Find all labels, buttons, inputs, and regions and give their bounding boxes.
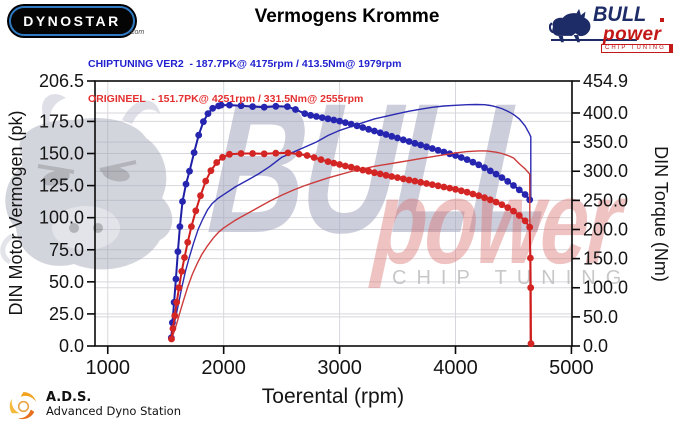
svg-text:3000: 3000 bbox=[317, 357, 362, 379]
svg-text:206.5: 206.5 bbox=[39, 71, 84, 91]
svg-text:100.0: 100.0 bbox=[583, 278, 628, 298]
svg-text:350.0: 350.0 bbox=[583, 132, 628, 152]
left-axis-title: DIN Motor Vermogen (pk) bbox=[6, 110, 26, 315]
bullpower-underline bbox=[551, 39, 637, 41]
svg-text:2000: 2000 bbox=[201, 357, 246, 379]
svg-text:100.0: 100.0 bbox=[39, 208, 84, 228]
axes: 0.0 25.0 50.0 75.0 100.0 125.0 150.0 175.0 206.5… bbox=[39, 71, 628, 379]
svg-text:0.0: 0.0 bbox=[583, 336, 608, 356]
bullpower-logo: BULL power CHIP TUNING bbox=[547, 3, 692, 55]
axis-titles: DIN Motor Vermogen (pk) DIN Torque (Nm) … bbox=[6, 110, 671, 408]
x-axis-title: Toerental (rpm) bbox=[262, 385, 404, 408]
svg-text:150.0: 150.0 bbox=[39, 144, 84, 164]
svg-text:454.9: 454.9 bbox=[583, 71, 628, 91]
bullpower-brand-text: BULL bbox=[593, 3, 647, 26]
curves bbox=[167, 101, 535, 348]
watermark-bull-text: BULL bbox=[203, 66, 556, 272]
ads-abbr: A.D.S. bbox=[46, 390, 92, 405]
bull-icon bbox=[549, 8, 591, 43]
svg-text:50.0: 50.0 bbox=[583, 307, 618, 327]
legend-chiptuning: CHIPTUNING VER2 - 187.7PK@ 4175rpm / 413… bbox=[88, 58, 402, 70]
bullpower-tagline: CHIP TUNING bbox=[601, 44, 673, 53]
svg-text:300.0: 300.0 bbox=[583, 161, 628, 181]
chiptuning-power-pk-line bbox=[170, 103, 532, 339]
svg-text:125.0: 125.0 bbox=[39, 176, 84, 196]
ads-branding: A.D.S. Advanced Dyno Station bbox=[8, 390, 181, 421]
watermark-layer: BULL power CHIP TUNING bbox=[0, 66, 631, 289]
svg-text:200.0: 200.0 bbox=[583, 219, 628, 239]
ads-name: Advanced Dyno Station bbox=[46, 404, 181, 418]
bullpower-sub-text: power bbox=[603, 24, 662, 45]
bull-watermark-image bbox=[0, 94, 173, 270]
svg-text:4000: 4000 bbox=[433, 357, 478, 379]
svg-text:1000: 1000 bbox=[86, 357, 131, 379]
right-axis-title: DIN Torque (Nm) bbox=[651, 146, 671, 282]
dynostar-logo: DYNOSTAR bbox=[9, 6, 135, 36]
svg-text:25.0: 25.0 bbox=[49, 304, 84, 324]
dynostar-logo-suffix: .com bbox=[129, 29, 145, 36]
dynostar-logo-text: DYNOSTAR bbox=[23, 13, 121, 29]
svg-text:50.0: 50.0 bbox=[49, 272, 84, 292]
page-title: Vermogens Kromme bbox=[254, 6, 440, 27]
svg-text:150.0: 150.0 bbox=[583, 249, 628, 269]
svg-text:0.0: 0.0 bbox=[59, 336, 84, 356]
watermark-chip-tuning-text: CHIP TUNING bbox=[392, 267, 631, 289]
svg-text:400.0: 400.0 bbox=[583, 103, 628, 123]
bullpower-red-dot bbox=[660, 18, 664, 22]
ads-swirl-icon bbox=[9, 391, 37, 420]
svg-text:250.0: 250.0 bbox=[583, 190, 628, 210]
chart-legend: CHIPTUNING VER2 - 187.7PK@ 4175rpm / 413… bbox=[88, 36, 401, 128]
svg-text:175.0: 175.0 bbox=[39, 111, 84, 131]
legend-origineel: ORIGINEEL - 151.7PK@ 4251rpm / 331.5Nm@ … bbox=[88, 92, 364, 105]
svg-text:75.0: 75.0 bbox=[49, 240, 84, 260]
origineel-power-pk-line bbox=[170, 150, 531, 347]
svg-text:5000: 5000 bbox=[549, 357, 594, 379]
